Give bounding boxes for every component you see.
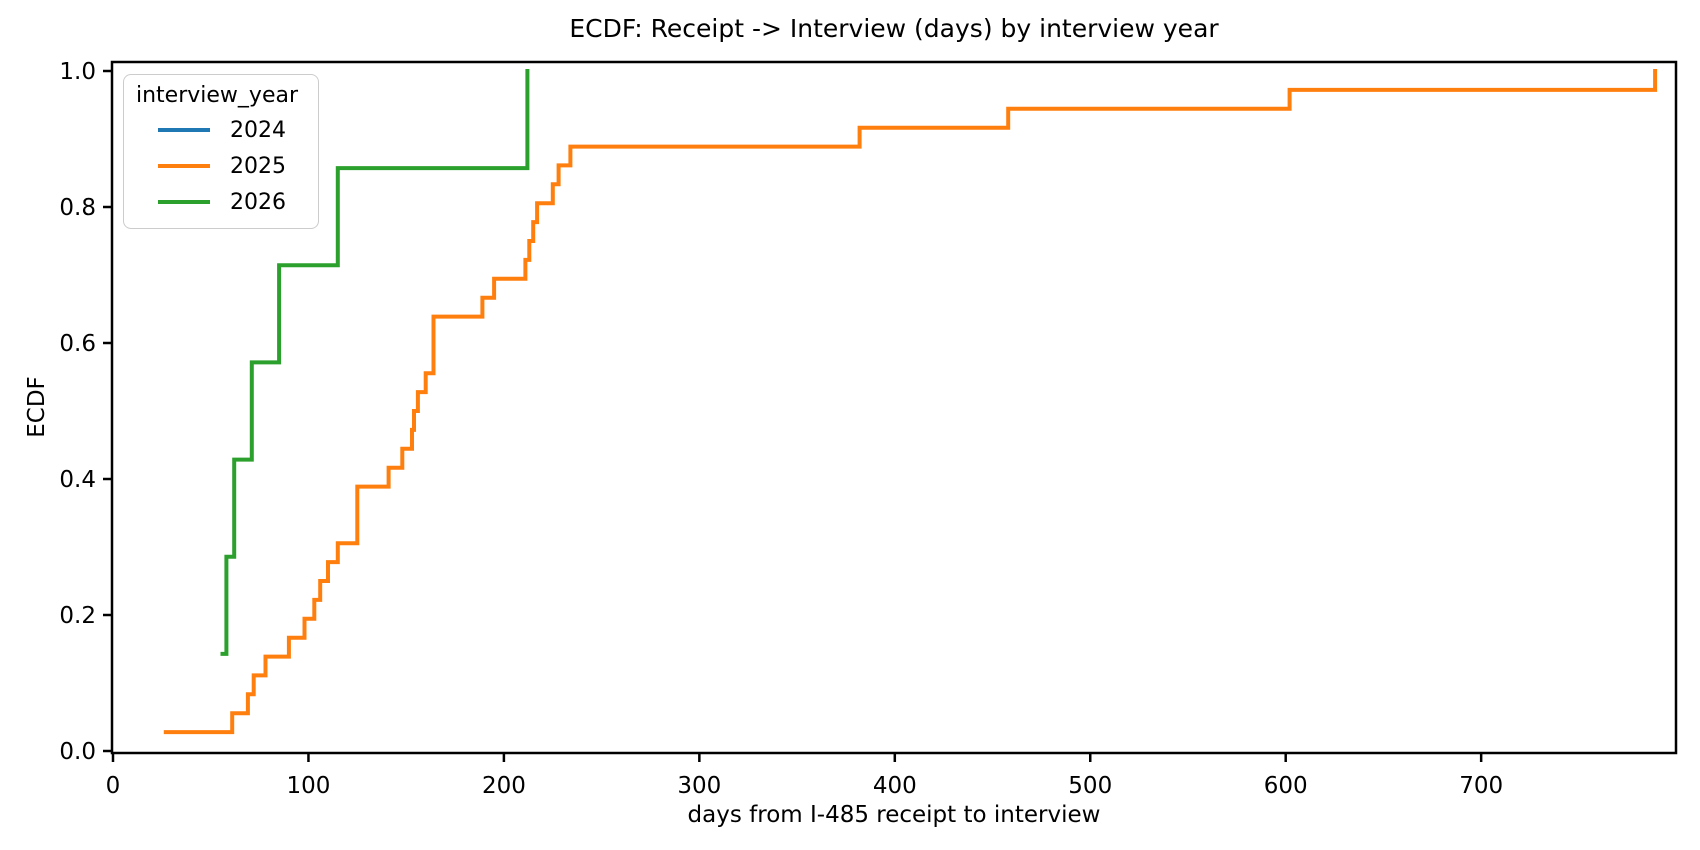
legend-label-2025: 2025 [230,153,286,179]
x-axis-label: days from I-485 receipt to interview [687,802,1101,828]
legend-entry-2026: 2026 [136,184,306,220]
legend-entry-2024: 2024 [136,112,306,148]
legend-line-swatch-2025 [158,164,210,168]
x-axis-tick-label: 200 [482,773,526,799]
x-axis-tick-label: 400 [873,773,917,799]
y-axis-label: ECDF [24,376,50,438]
axes-box [110,60,1678,755]
legend: interview_year 2024 2025 2026 [123,74,319,229]
x-axis-tick-label: 100 [286,773,330,799]
x-axis-tick-label: 300 [677,773,721,799]
ecdf-line-2026 [220,69,530,656]
legend-label-2026: 2026 [230,189,286,215]
legend-entry-2025: 2025 [136,148,306,184]
y-axis-tick-label: 0.4 [59,467,96,493]
legend-label-2024: 2024 [230,117,286,143]
legend-line-swatch-2024 [158,128,210,132]
chart-title: ECDF: Receipt -> Interview (days) by int… [569,14,1219,43]
ecdf-line-2025 [163,69,1658,735]
y-axis-tick-label: 0.8 [59,195,96,221]
legend-line-swatch-2026 [158,200,210,204]
x-axis-tick-label: 600 [1264,773,1308,799]
y-axis-tick-label: 1.0 [59,59,96,85]
y-axis-tick-label: 0.2 [59,603,96,629]
y-axis-tick-label: 0.6 [59,331,96,357]
x-axis-tick-label: 500 [1068,773,1112,799]
x-axis-tick-label: 700 [1459,773,1503,799]
x-axis-tick-label: 0 [106,773,121,799]
legend-title: interview_year [136,83,299,108]
y-axis-tick-label: 0.0 [59,739,96,765]
